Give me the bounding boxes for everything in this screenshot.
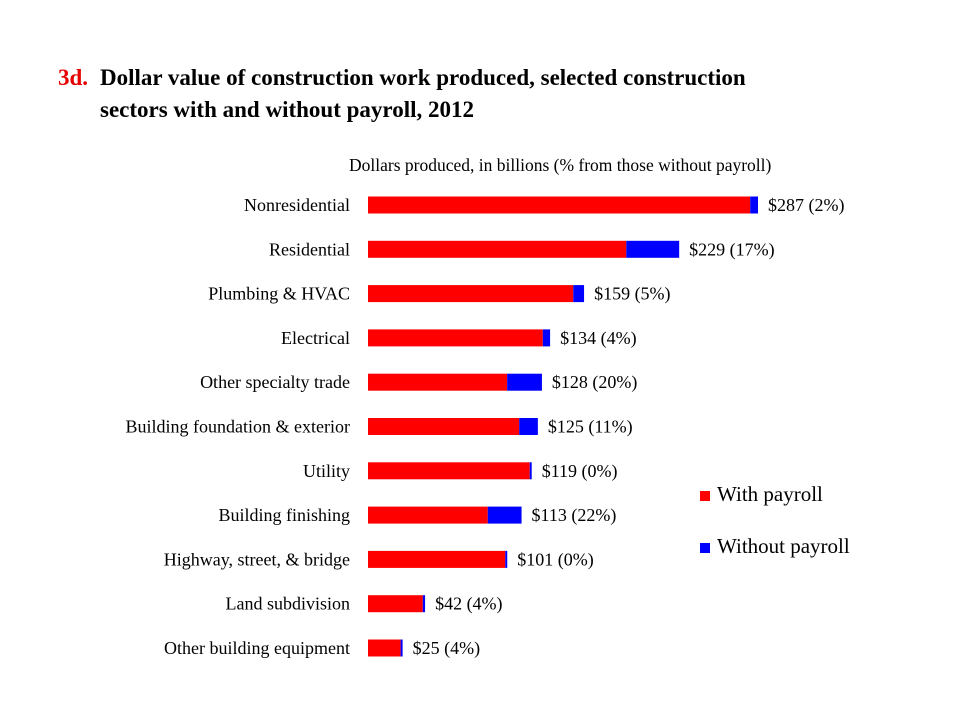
bar-without-payroll-other-specialty-trade	[507, 373, 542, 391]
legend-swatch-with-payroll	[700, 491, 710, 501]
value-label-residential: $229 (17%)	[689, 239, 774, 260]
bar-without-payroll-building-foundation-and-exterior	[519, 418, 538, 435]
category-label-other-specialty-trade: Other specialty trade	[200, 372, 350, 392]
bar-with-payroll-other-specialty-trade	[368, 373, 508, 391]
bar-without-payroll-utility	[529, 462, 532, 480]
bar-without-payroll-building-finishing	[487, 506, 522, 524]
bar-without-payroll-electrical	[542, 329, 551, 347]
legend-label-with-payroll: With payroll	[717, 482, 823, 506]
bar-without-payroll-nonresidential	[750, 196, 758, 214]
category-label-plumbing-and-hvac: Plumbing & HVAC	[208, 284, 350, 304]
value-labels: $287 (2%) $229 (17%) $159 (5%) $134 (4%) $12…	[413, 195, 845, 659]
value-label-land-subdivision: $42 (4%)	[435, 594, 502, 615]
value-label-other-building-equipment: $25 (4%)	[413, 638, 480, 659]
category-label-utility: Utility	[303, 461, 350, 481]
category-label-other-building-equipment: Other building equipment	[164, 638, 350, 658]
category-label-building-foundation-and-exterior: Building foundation & exterior	[126, 417, 350, 437]
bar-with-payroll-plumbing-and-hvac	[368, 285, 574, 303]
bar-without-payroll-residential	[626, 240, 680, 258]
legend-swatch-without-payroll	[700, 543, 710, 553]
bar-without-payroll-other-building-equipment	[400, 639, 403, 657]
bar-with-payroll-highway-street-and-bridge	[368, 550, 506, 568]
chart-subtitle: Dollars produced, in billions (% from th…	[349, 155, 772, 175]
bars	[368, 196, 758, 657]
value-label-building-foundation-and-exterior: $125 (11%)	[548, 417, 633, 438]
value-label-electrical: $134 (4%)	[560, 328, 636, 349]
legend-label-without-payroll: Without payroll	[717, 534, 850, 558]
value-label-nonresidential: $287 (2%)	[768, 195, 844, 216]
category-label-residential: Residential	[269, 239, 350, 259]
bar-without-payroll-land-subdivision	[422, 595, 426, 613]
bar-with-payroll-utility	[368, 462, 530, 480]
bar-with-payroll-residential	[368, 240, 627, 258]
bar-with-payroll-nonresidential	[368, 196, 751, 214]
category-label-nonresidential: Nonresidential	[244, 195, 350, 215]
category-label-electrical: Electrical	[281, 328, 350, 348]
value-label-plumbing-and-hvac: $159 (5%)	[594, 284, 670, 305]
bar-with-payroll-land-subdivision	[368, 595, 423, 613]
category-label-building-finishing: Building finishing	[218, 505, 350, 525]
value-label-highway-street-and-bridge: $101 (0%)	[517, 549, 593, 570]
legend: With payroll Without payroll	[700, 482, 850, 558]
bar-with-payroll-other-building-equipment	[368, 639, 401, 657]
value-label-building-finishing: $113 (22%)	[532, 505, 617, 526]
value-label-utility: $119 (0%)	[542, 461, 618, 482]
title-line-2: sectors with and without payroll, 2012	[100, 97, 474, 122]
bar-with-payroll-electrical	[368, 329, 543, 347]
title-number: 3d.	[58, 65, 89, 90]
bar-without-payroll-highway-street-and-bridge	[505, 550, 508, 568]
category-label-land-subdivision: Land subdivision	[226, 594, 351, 614]
title-line-1: Dollar value of construction work produc…	[100, 65, 746, 90]
category-labels: Nonresidential Residential Plumbing & HVAC…	[126, 195, 350, 658]
category-label-highway-street-and-bridge: Highway, street, & bridge	[164, 549, 350, 569]
value-label-other-specialty-trade: $128 (20%)	[552, 372, 637, 393]
bar-with-payroll-building-finishing	[368, 506, 488, 524]
chart-title: 3d. Dollar value of construction work pro…	[58, 62, 918, 126]
bar-without-payroll-plumbing-and-hvac	[573, 285, 585, 303]
bar-with-payroll-building-foundation-and-exterior	[368, 418, 520, 435]
